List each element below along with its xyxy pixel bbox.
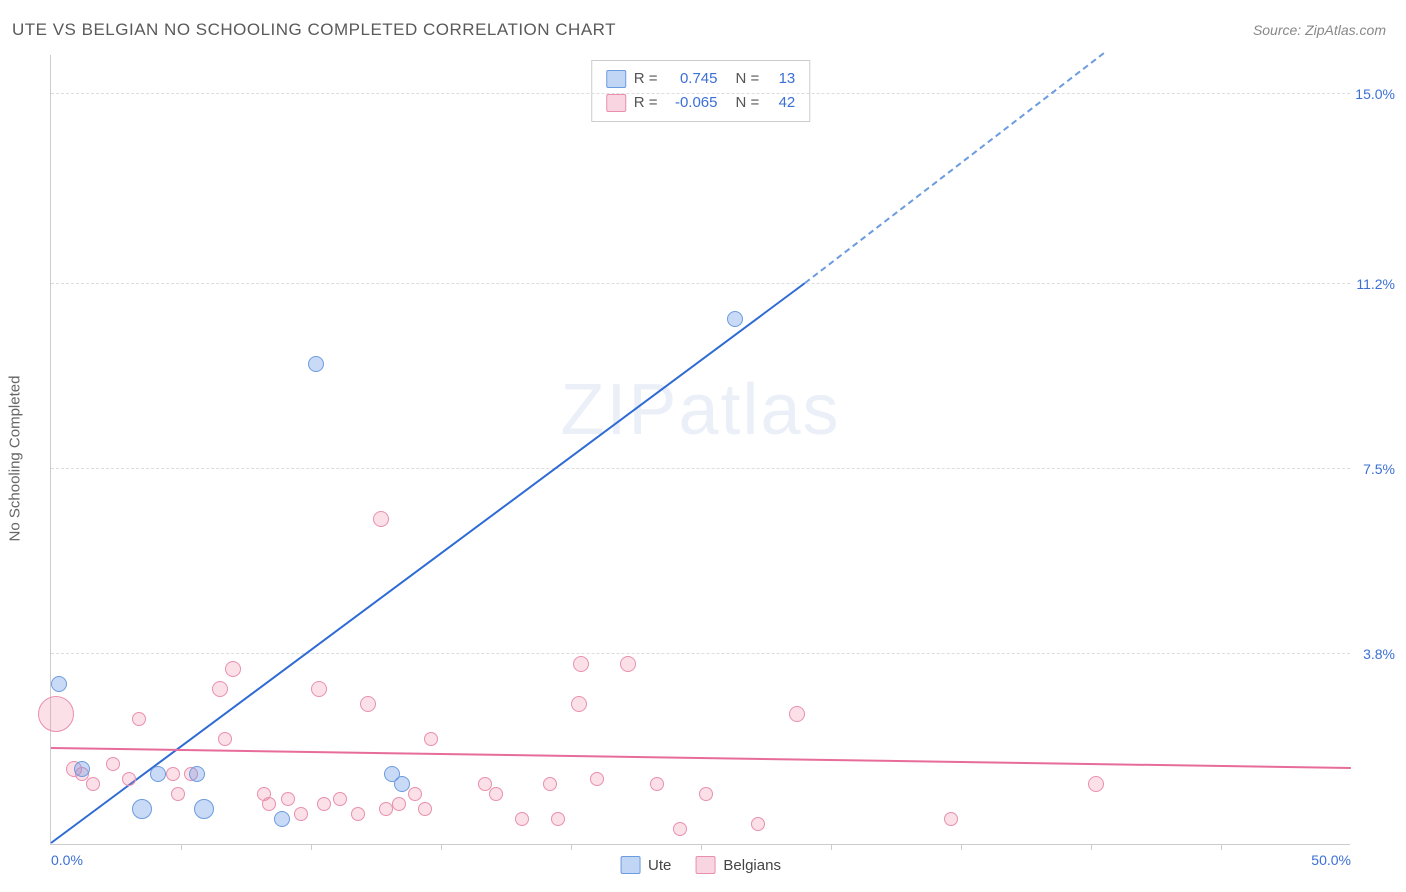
trend-line <box>51 747 1351 769</box>
data-point <box>751 817 765 831</box>
ute-n-value: 13 <box>767 67 795 91</box>
data-point <box>51 676 67 692</box>
data-point <box>789 706 805 722</box>
y-tick-label: 15.0% <box>1355 86 1395 102</box>
data-point <box>620 656 636 672</box>
data-point <box>699 787 713 801</box>
belgians-swatch-icon <box>606 94 626 112</box>
data-point <box>543 777 557 791</box>
data-point <box>218 732 232 746</box>
ute-legend-label: Ute <box>648 857 671 874</box>
x-minor-tick <box>311 844 312 850</box>
bottom-legend: Ute Belgians <box>620 856 781 874</box>
data-point <box>571 696 587 712</box>
page-title: UTE VS BELGIAN NO SCHOOLING COMPLETED CO… <box>12 20 616 40</box>
x-tick-label: 0.0% <box>51 852 83 868</box>
n-label: N = <box>736 91 760 115</box>
x-minor-tick <box>961 844 962 850</box>
data-point <box>551 812 565 826</box>
x-minor-tick <box>181 844 182 850</box>
x-minor-tick <box>831 844 832 850</box>
y-tick-label: 11.2% <box>1356 276 1395 292</box>
x-minor-tick <box>701 844 702 850</box>
watermark-part2: atlas <box>678 370 840 450</box>
data-point <box>317 797 331 811</box>
x-minor-tick <box>1091 844 1092 850</box>
data-point <box>360 696 376 712</box>
belgians-n-value: 42 <box>767 91 795 115</box>
data-point <box>515 812 529 826</box>
trend-line <box>50 282 805 844</box>
data-point <box>150 766 166 782</box>
ute-swatch-icon <box>620 856 640 874</box>
data-point <box>727 311 743 327</box>
r-label: R = <box>634 91 658 115</box>
y-axis-label: No Schooling Completed <box>7 376 24 542</box>
data-point <box>673 822 687 836</box>
data-point <box>424 732 438 746</box>
trend-line <box>804 52 1104 284</box>
data-point <box>379 802 393 816</box>
data-point <box>394 776 410 792</box>
data-point <box>650 777 664 791</box>
y-tick-label: 3.8% <box>1363 646 1395 662</box>
data-point <box>86 777 100 791</box>
data-point <box>194 799 214 819</box>
data-point <box>311 681 327 697</box>
data-point <box>166 767 180 781</box>
grid-line <box>51 468 1350 469</box>
data-point <box>392 797 406 811</box>
grid-line <box>51 283 1350 284</box>
belgians-r-value: -0.065 <box>666 91 718 115</box>
watermark-part1: ZIP <box>560 370 678 450</box>
data-point <box>590 772 604 786</box>
data-point <box>212 681 228 697</box>
legend-item-belgians: Belgians <box>695 856 781 874</box>
n-label: N = <box>736 67 760 91</box>
correlation-chart: No Schooling Completed ZIPatlas R = 0.74… <box>50 55 1390 845</box>
ute-r-value: 0.745 <box>666 67 718 91</box>
data-point <box>308 356 324 372</box>
r-label: R = <box>634 67 658 91</box>
data-point <box>408 787 422 801</box>
data-point <box>171 787 185 801</box>
stats-row-belgians: R = -0.065 N = 42 <box>606 91 796 115</box>
x-tick-label: 50.0% <box>1311 852 1351 868</box>
data-point <box>573 656 589 672</box>
watermark: ZIPatlas <box>560 369 840 451</box>
data-point <box>944 812 958 826</box>
y-tick-label: 7.5% <box>1363 461 1395 477</box>
data-point <box>262 797 276 811</box>
data-point <box>351 807 365 821</box>
ute-swatch-icon <box>606 70 626 88</box>
data-point <box>189 766 205 782</box>
data-point <box>106 757 120 771</box>
data-point <box>281 792 295 806</box>
data-point <box>373 511 389 527</box>
data-point <box>74 761 90 777</box>
grid-line <box>51 93 1350 94</box>
belgians-legend-label: Belgians <box>723 857 781 874</box>
plot-area: ZIPatlas R = 0.745 N = 13 R = -0.065 N =… <box>50 55 1350 845</box>
data-point <box>132 712 146 726</box>
x-minor-tick <box>1221 844 1222 850</box>
source-attribution: Source: ZipAtlas.com <box>1253 22 1386 38</box>
data-point <box>418 802 432 816</box>
data-point <box>38 696 74 732</box>
data-point <box>294 807 308 821</box>
x-minor-tick <box>571 844 572 850</box>
data-point <box>122 772 136 786</box>
x-minor-tick <box>441 844 442 850</box>
stats-legend-box: R = 0.745 N = 13 R = -0.065 N = 42 <box>591 60 811 122</box>
data-point <box>225 661 241 677</box>
grid-line <box>51 653 1350 654</box>
data-point <box>132 799 152 819</box>
data-point <box>333 792 347 806</box>
data-point <box>274 811 290 827</box>
data-point <box>1088 776 1104 792</box>
data-point <box>489 787 503 801</box>
stats-row-ute: R = 0.745 N = 13 <box>606 67 796 91</box>
belgians-swatch-icon <box>695 856 715 874</box>
legend-item-ute: Ute <box>620 856 671 874</box>
